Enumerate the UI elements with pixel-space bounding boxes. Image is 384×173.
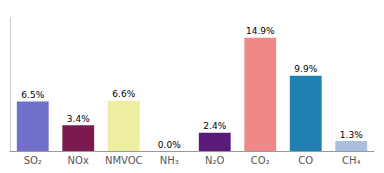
- svg-text:NMVOC: NMVOC: [105, 155, 143, 166]
- svg-text:3.4%: 3.4%: [67, 114, 90, 124]
- svg-text:CO: CO: [298, 155, 313, 166]
- svg-text:NOx: NOx: [68, 155, 89, 166]
- svg-text:6.6%: 6.6%: [112, 89, 135, 99]
- svg-text:9.9%: 9.9%: [294, 64, 317, 74]
- svg-text:2.4%: 2.4%: [203, 121, 226, 131]
- svg-text:0.0%: 0.0%: [158, 140, 181, 150]
- svg-text:14.9%: 14.9%: [246, 26, 275, 36]
- svg-text:CH₄: CH₄: [342, 155, 361, 166]
- svg-text:6.5%: 6.5%: [21, 90, 44, 100]
- svg-text:SO₂: SO₂: [24, 155, 42, 166]
- svg-text:CO₂: CO₂: [251, 155, 270, 166]
- svg-text:N₂O: N₂O: [205, 155, 224, 166]
- svg-text:NH₃: NH₃: [160, 155, 179, 166]
- svg-text:1.3%: 1.3%: [340, 130, 363, 140]
